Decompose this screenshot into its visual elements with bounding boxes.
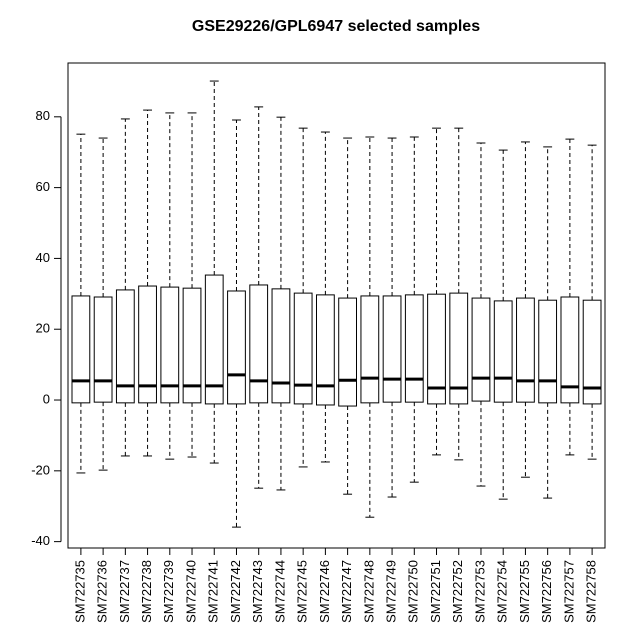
box	[138, 285, 157, 404]
y-tick-label: 40	[36, 250, 50, 265]
box	[71, 295, 91, 404]
box	[293, 292, 313, 405]
x-tick-label: SM722755	[517, 560, 532, 623]
box	[493, 300, 513, 403]
x-tick-label: SM722741	[206, 560, 221, 623]
x-tick-label: SM722735	[72, 560, 87, 623]
box	[382, 295, 402, 403]
x-tick-label: SM722749	[384, 560, 399, 623]
x-tick-label: SM722740	[183, 560, 198, 623]
x-tick-label: SM722739	[161, 560, 176, 623]
box	[182, 287, 202, 404]
box	[582, 299, 602, 405]
x-tick-label: SM722737	[117, 560, 132, 623]
box	[360, 295, 380, 404]
x-tick-label: SM722736	[95, 560, 110, 623]
y-tick-label: 20	[36, 321, 50, 336]
box	[538, 299, 558, 404]
box	[93, 296, 113, 403]
x-tick-label: SM722743	[250, 560, 265, 623]
box	[449, 292, 469, 405]
y-tick-label: 0	[43, 391, 50, 406]
box	[471, 297, 491, 402]
box	[427, 293, 446, 405]
x-tick-label: SM722754	[495, 560, 510, 623]
box	[249, 284, 269, 404]
y-tick-label: 60	[36, 179, 50, 194]
box	[227, 290, 246, 405]
box	[204, 274, 224, 405]
x-tick-label: SM722745	[295, 560, 310, 623]
x-tick-label: SM722758	[584, 560, 599, 623]
x-tick-label: SM722744	[272, 560, 287, 623]
x-tick-label: SM722746	[317, 560, 332, 623]
y-tick-label: 80	[36, 108, 50, 123]
box	[115, 289, 135, 404]
x-tick-label: SM722757	[561, 560, 576, 623]
y-tick-label: -20	[31, 462, 50, 477]
x-tick-label: SM722752	[450, 560, 465, 623]
box	[560, 296, 580, 404]
x-tick-label: SM722756	[539, 560, 554, 623]
box	[271, 288, 291, 404]
box	[338, 297, 358, 407]
y-tick-label: -40	[31, 533, 50, 548]
x-tick-label: SM722751	[428, 560, 443, 623]
x-tick-label: SM722742	[228, 560, 243, 623]
chart-title: GSE29226/GPL6947 selected samples	[192, 18, 480, 35]
x-tick-label: SM722753	[472, 560, 487, 623]
box	[315, 294, 335, 406]
box	[516, 297, 535, 403]
x-tick-label: SM722747	[339, 560, 354, 623]
x-tick-label: SM722750	[406, 560, 421, 623]
box	[160, 286, 180, 404]
x-tick-label: SM722738	[139, 560, 154, 623]
box	[404, 294, 424, 403]
x-tick-label: SM722748	[361, 560, 376, 623]
